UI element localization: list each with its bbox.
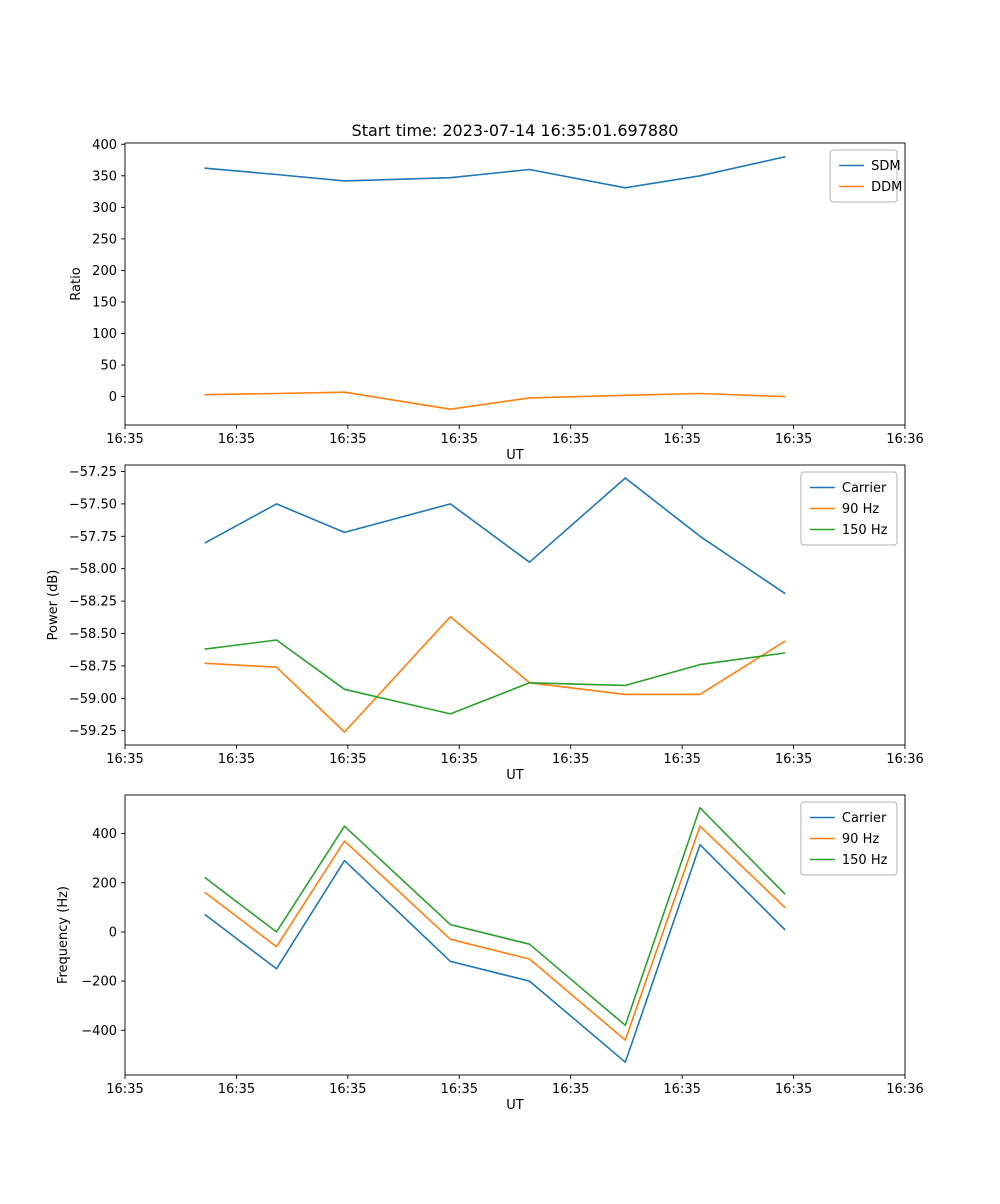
frequency-hz-ylabel: Frequency (Hz): [56, 886, 71, 984]
frequency-hz-xlabel: UT: [506, 1098, 524, 1113]
legend-label: 90 Hz: [842, 502, 879, 517]
x-tick-label: 16:35: [329, 752, 366, 767]
legend-label: Carrier: [842, 811, 887, 826]
ratio-axes-frame: [124, 142, 906, 426]
y-tick-label: −58.25: [69, 595, 117, 610]
y-tick-label: −200: [81, 975, 117, 990]
x-tick-label: 16:35: [663, 752, 700, 767]
legend-label: 150 Hz: [842, 853, 888, 868]
y-tick-label: −57.75: [69, 530, 117, 545]
y-tick-label: 200: [92, 264, 117, 279]
x-tick-label: 16:35: [441, 752, 478, 767]
ratio-xlabel: UT: [506, 448, 524, 463]
x-tick-label: 16:35: [775, 1082, 812, 1097]
legend-label: 90 Hz: [842, 832, 879, 847]
power-db-axes-frame: [124, 464, 906, 746]
y-tick-label: 400: [92, 138, 117, 153]
frequency-hz-chart: 16:35 16:35 16:35 16:35 16:35 16:35 16:35 16:36…: [56, 794, 924, 1113]
legend-label: SDM: [871, 159, 900, 174]
y-tick-label: −400: [81, 1024, 117, 1039]
x-tick-label: 16:35: [552, 752, 589, 767]
series-line-carrier: [204, 477, 786, 595]
x-tick-label: 16:35: [441, 1082, 478, 1097]
legend-label: 150 Hz: [842, 523, 888, 538]
series-line-150-hz: [204, 806, 786, 1027]
x-tick-label: 16:35: [775, 752, 812, 767]
x-tick-label: 16:36: [886, 1082, 923, 1097]
chart-title: Start time: 2023-07-14 16:35:01.697880: [352, 121, 679, 140]
legend-box: [800, 471, 898, 546]
y-tick-label: −58.00: [69, 562, 117, 577]
charts-root: 16:35 16:35 16:35 16:35 16:35 16:35 16:35 16:36…: [46, 138, 924, 1113]
y-tick-label: −57.25: [69, 465, 117, 480]
frequency-hz-axes-frame: [124, 794, 906, 1076]
x-tick-label: 16:36: [886, 752, 923, 767]
x-tick-label: 16:35: [329, 432, 366, 447]
y-tick-label: 200: [92, 876, 117, 891]
legend-label: Carrier: [842, 481, 887, 496]
y-tick-label: 300: [92, 201, 117, 216]
series-line-carrier: [204, 843, 786, 1063]
x-tick-label: 16:35: [329, 1082, 366, 1097]
x-tick-label: 16:35: [218, 752, 255, 767]
y-tick-label: 150: [92, 295, 117, 310]
series-line-90-hz: [204, 615, 786, 733]
x-tick-label: 16:35: [106, 432, 143, 447]
y-tick-label: 400: [92, 827, 117, 842]
power-db-chart: 16:35 16:35 16:35 16:35 16:35 16:35 16:35 16:36…: [46, 464, 924, 783]
y-tick-label: −59.25: [69, 724, 117, 739]
y-tick-label: 50: [100, 359, 117, 374]
y-tick-label: −59.00: [69, 692, 117, 707]
x-tick-label: 16:35: [106, 752, 143, 767]
power-db-ylabel: Power (dB): [46, 570, 61, 641]
y-tick-label: 350: [92, 169, 117, 184]
legend-label: DDM: [871, 180, 902, 195]
x-tick-label: 16:36: [886, 432, 923, 447]
y-tick-label: −57.50: [69, 497, 117, 512]
y-tick-label: 0: [109, 925, 117, 940]
x-tick-label: 16:35: [775, 432, 812, 447]
ratio-legend: SDM DDM: [829, 149, 902, 203]
ratio-chart: 16:35 16:35 16:35 16:35 16:35 16:35 16:35 16:36…: [69, 138, 924, 463]
x-tick-label: 16:35: [663, 1082, 700, 1097]
y-tick-label: −58.75: [69, 659, 117, 674]
y-tick-label: −58.50: [69, 627, 117, 642]
y-tick-label: 100: [92, 327, 117, 342]
x-tick-label: 16:35: [218, 432, 255, 447]
power-db-xlabel: UT: [506, 768, 524, 783]
x-tick-label: 16:35: [106, 1082, 143, 1097]
power-db-legend: Carrier 90 Hz 150 Hz: [800, 471, 898, 546]
ratio-ylabel: Ratio: [69, 267, 84, 300]
legend-box: [800, 801, 898, 876]
series-line-sdm: [204, 156, 786, 189]
y-tick-label: 0: [109, 390, 117, 405]
x-tick-label: 16:35: [552, 432, 589, 447]
x-tick-label: 16:35: [552, 1082, 589, 1097]
frequency-hz-legend: Carrier 90 Hz 150 Hz: [800, 801, 898, 876]
y-tick-label: 250: [92, 232, 117, 247]
series-line-ddm: [204, 391, 786, 411]
series-line-90-hz: [204, 825, 786, 1041]
series-line-150-hz: [204, 639, 786, 715]
legend-box: [829, 149, 898, 203]
x-tick-label: 16:35: [663, 432, 700, 447]
x-tick-label: 16:35: [218, 1082, 255, 1097]
x-tick-label: 16:35: [441, 432, 478, 447]
